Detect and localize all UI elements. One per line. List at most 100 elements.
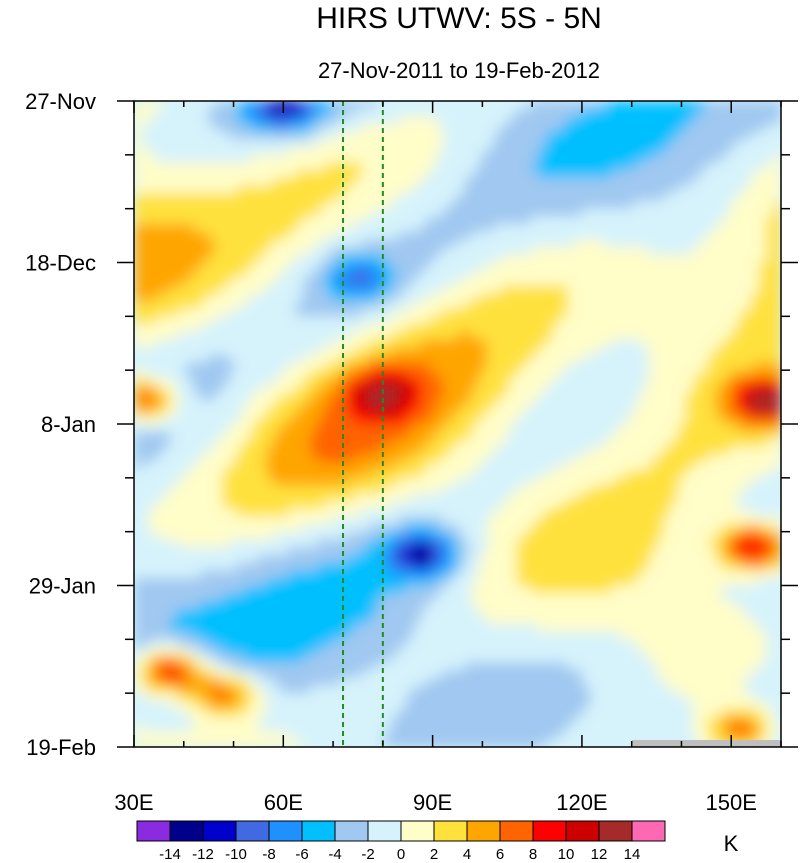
heatmap-cell xyxy=(531,462,539,471)
heatmap-cell xyxy=(758,116,767,125)
heatmap-cell xyxy=(501,439,510,448)
heatmap-cell xyxy=(361,270,370,279)
heatmap-cell xyxy=(325,408,334,417)
heatmap-cell xyxy=(597,177,606,187)
heatmap-cell xyxy=(663,239,672,248)
heatmap-cell xyxy=(391,400,400,410)
heatmap-cell xyxy=(185,416,194,425)
heatmap-cell xyxy=(744,500,753,510)
heatmap-cell xyxy=(141,293,150,302)
heatmap-cell xyxy=(457,531,466,540)
heatmap-cell xyxy=(523,224,532,233)
heatmap-cell xyxy=(442,508,451,517)
heatmap-cell xyxy=(303,216,312,225)
heatmap-cell xyxy=(700,216,709,225)
heatmap-cell xyxy=(700,316,709,325)
heatmap-cell xyxy=(288,200,297,210)
heatmap-cell xyxy=(229,131,238,141)
heatmap-cell xyxy=(641,101,650,110)
heatmap-cell xyxy=(729,200,738,210)
heatmap-cell xyxy=(663,424,672,433)
heatmap-cell xyxy=(516,300,525,310)
heatmap-cell xyxy=(148,116,157,125)
heatmap-cell xyxy=(376,308,385,317)
heatmap-cell xyxy=(736,185,745,194)
heatmap-cell xyxy=(185,208,194,217)
heatmap-cell xyxy=(633,177,642,187)
heatmap-cell xyxy=(670,339,679,348)
heatmap-cell xyxy=(656,454,664,464)
heatmap-cell xyxy=(229,416,238,425)
heatmap-cell xyxy=(464,277,473,287)
heatmap-cell xyxy=(751,500,760,510)
heatmap-cell xyxy=(766,493,775,502)
heatmap-cell xyxy=(207,393,216,402)
heatmap-cell xyxy=(751,216,760,225)
heatmap-cell xyxy=(714,362,723,371)
heatmap-cell xyxy=(251,454,260,464)
heatmap-cell xyxy=(229,124,238,133)
heatmap-cell xyxy=(229,139,238,148)
heatmap-cell xyxy=(486,408,495,417)
heatmap-cell xyxy=(406,224,414,233)
heatmap-cell xyxy=(244,293,253,302)
heatmap-cell xyxy=(156,124,165,133)
heatmap-cell xyxy=(303,454,312,464)
heatmap-cell xyxy=(692,247,701,256)
heatmap-cell xyxy=(575,439,584,448)
heatmap-cell xyxy=(317,254,326,264)
heatmap-cell xyxy=(516,393,525,402)
heatmap-cell xyxy=(317,462,326,471)
heatmap-cell xyxy=(420,308,429,317)
heatmap-cell xyxy=(501,516,510,525)
heatmap-cell xyxy=(531,347,539,356)
heatmap-cell xyxy=(192,185,201,194)
heatmap-cell xyxy=(354,424,363,433)
heatmap-cell xyxy=(692,331,701,340)
heatmap-cell xyxy=(383,224,392,233)
heatmap-cell xyxy=(678,339,687,348)
heatmap-cell xyxy=(678,147,687,156)
heatmap-cell xyxy=(575,177,584,187)
heatmap-cell xyxy=(494,470,503,479)
heatmap-cell xyxy=(185,370,194,379)
heatmap-cell xyxy=(531,454,539,464)
heatmap-cell xyxy=(442,354,451,364)
heatmap-cell xyxy=(641,347,650,356)
heatmap-cell xyxy=(714,339,723,348)
heatmap-cell xyxy=(766,516,775,525)
heatmap-cell xyxy=(656,316,664,325)
heatmap-cell xyxy=(450,500,459,510)
heatmap-cell xyxy=(648,385,657,394)
heatmap-cell xyxy=(442,362,451,371)
heatmap-cell xyxy=(376,408,385,417)
heatmap-cell xyxy=(192,124,201,133)
heatmap-cell xyxy=(244,247,253,256)
heatmap-cell xyxy=(369,354,378,364)
heatmap-cell xyxy=(332,316,341,325)
heatmap-cell xyxy=(516,508,525,517)
heatmap-cell xyxy=(560,224,569,233)
heatmap-cell xyxy=(229,385,238,394)
heatmap-cell xyxy=(714,300,723,310)
heatmap-cell xyxy=(391,508,400,517)
heatmap-cell xyxy=(700,154,709,164)
heatmap-cell xyxy=(648,277,657,287)
heatmap-cell xyxy=(523,254,532,264)
heatmap-cell xyxy=(317,108,326,117)
heatmap-cell xyxy=(369,393,378,402)
heatmap-cell xyxy=(619,224,628,233)
heatmap-cell xyxy=(597,277,606,287)
heatmap-cell xyxy=(266,331,275,340)
heatmap-cell xyxy=(134,400,142,410)
heatmap-cell xyxy=(310,293,319,302)
heatmap-cell xyxy=(641,131,650,141)
heatmap-cell xyxy=(273,485,282,494)
heatmap-cell xyxy=(236,347,245,356)
heatmap-cell xyxy=(641,154,650,164)
heatmap-cell xyxy=(185,108,194,117)
heatmap-cell xyxy=(472,147,481,156)
heatmap-cell xyxy=(266,339,275,348)
heatmap-cell xyxy=(692,385,701,394)
heatmap-cell xyxy=(729,324,738,333)
